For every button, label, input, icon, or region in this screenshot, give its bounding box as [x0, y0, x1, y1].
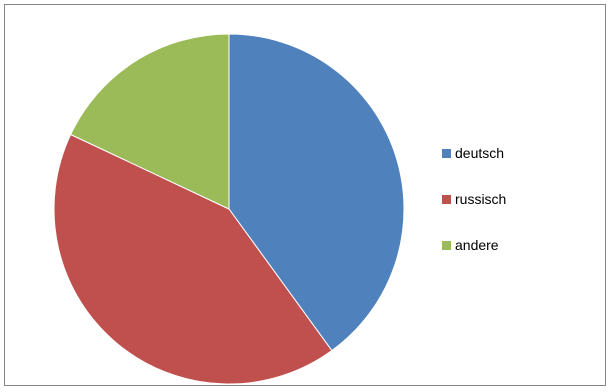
legend-swatch-russisch — [442, 194, 451, 204]
legend: deutsch russisch andere — [442, 142, 506, 280]
legend-item-russisch: russisch — [442, 188, 506, 210]
legend-label-russisch: russisch — [455, 191, 507, 207]
legend-label-andere: andere — [455, 237, 499, 253]
legend-item-deutsch: deutsch — [442, 142, 506, 164]
legend-label-deutsch: deutsch — [455, 145, 505, 161]
pie-slice-deutsch — [228, 33, 405, 352]
legend-item-andere: andere — [442, 234, 506, 256]
legend-swatch-deutsch — [442, 148, 451, 158]
pie-slice-russisch — [53, 133, 333, 385]
pie-slice-andere — [69, 33, 230, 210]
legend-swatch-andere — [442, 240, 451, 250]
